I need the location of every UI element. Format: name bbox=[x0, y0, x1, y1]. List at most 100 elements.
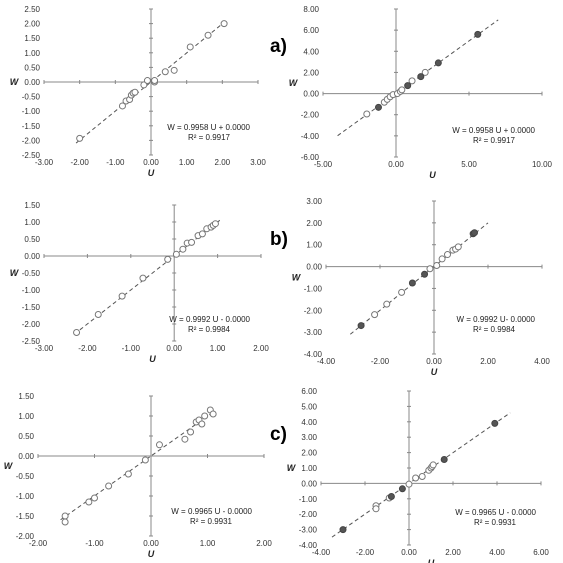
data-point-open bbox=[179, 245, 187, 253]
data-point-open bbox=[161, 68, 169, 76]
x-tick-label: -4.00 bbox=[312, 548, 331, 557]
y-tick-label: -2.00 bbox=[301, 111, 320, 120]
x-tick-label: -4.00 bbox=[317, 357, 336, 366]
panel-letter-c: c) bbox=[270, 424, 287, 445]
data-point-open bbox=[170, 66, 178, 74]
data-point-open bbox=[91, 494, 98, 502]
y-tick-label: 0.50 bbox=[24, 63, 40, 72]
data-point-open bbox=[139, 274, 147, 282]
y-tick-label: -1.00 bbox=[304, 284, 323, 293]
r-squared-label: R² = 0.9931 bbox=[474, 518, 517, 527]
y-tick-label: 1.00 bbox=[24, 218, 40, 227]
y-tick-label: 1.50 bbox=[18, 392, 34, 401]
regression-equation: W = 0.9965 U - 0.0000 bbox=[171, 507, 252, 516]
y-tick-label: 0.00 bbox=[18, 452, 34, 461]
x-axis-label: U bbox=[429, 170, 436, 180]
data-point-filled bbox=[374, 103, 382, 111]
y-tick-label: 0.50 bbox=[24, 235, 40, 244]
x-tick-label: -1.00 bbox=[122, 344, 141, 353]
data-point-filled bbox=[474, 30, 482, 38]
x-tick-label: 1.00 bbox=[210, 344, 226, 353]
data-point-filled bbox=[434, 59, 442, 67]
x-tick-label: 0.00 bbox=[143, 539, 159, 548]
y-tick-label: 0.00 bbox=[303, 90, 319, 99]
x-tick-label: -2.00 bbox=[71, 158, 90, 167]
data-point-open bbox=[383, 300, 391, 308]
data-point-open bbox=[444, 251, 451, 259]
data-point-open bbox=[143, 77, 151, 85]
y-tick-label: -2.00 bbox=[299, 510, 318, 519]
data-point-filled bbox=[357, 322, 365, 330]
data-point-open bbox=[438, 255, 446, 263]
y-tick-label: -6.00 bbox=[301, 153, 320, 162]
x-tick-label: -2.00 bbox=[356, 548, 375, 557]
chart-panel-2: -5.00 0.00 5.00 10.00 -6.00 -4.00 -2.00 0.00 2.0… bbox=[289, 5, 553, 180]
y-axis-label: W bbox=[287, 463, 297, 473]
y-tick-label: 1.50 bbox=[24, 34, 40, 43]
trend-line bbox=[75, 20, 227, 144]
y-tick-label: 2.00 bbox=[303, 68, 319, 77]
data-point-open bbox=[61, 518, 69, 526]
y-tick-label: 2.50 bbox=[24, 5, 40, 14]
y-tick-label: -2.00 bbox=[16, 532, 35, 541]
data-point-open bbox=[198, 420, 206, 428]
data-point-open bbox=[372, 505, 380, 513]
y-tick-label: 5.00 bbox=[301, 402, 317, 411]
data-point-open bbox=[105, 482, 113, 490]
y-tick-label: 4.00 bbox=[301, 418, 317, 427]
y-tick-label: -3.00 bbox=[304, 328, 323, 337]
y-tick-label: 3.00 bbox=[301, 433, 317, 442]
x-tick-label: 6.00 bbox=[533, 548, 549, 557]
x-tick-label: 10.00 bbox=[532, 160, 553, 169]
data-point-open bbox=[118, 102, 126, 110]
data-point-open bbox=[118, 292, 126, 300]
x-tick-label: 4.00 bbox=[489, 548, 505, 557]
x-tick-label: 0.00 bbox=[166, 344, 182, 353]
x-tick-label: 2.00 bbox=[253, 344, 269, 353]
x-tick-label: 3.00 bbox=[250, 158, 266, 167]
x-axis-label: U bbox=[431, 367, 438, 377]
data-point-open bbox=[94, 310, 102, 318]
chart-panel-3: -3.00 -2.00 -1.00 0.00 1.00 2.00 -2.50 -2.00 -1.… bbox=[10, 201, 270, 364]
y-tick-label: 0.00 bbox=[24, 252, 40, 261]
data-point-open bbox=[140, 81, 148, 89]
x-tick-label: 0.00 bbox=[143, 158, 159, 167]
data-point-open bbox=[181, 435, 189, 443]
data-point-open bbox=[151, 77, 159, 85]
data-point-open bbox=[433, 261, 441, 269]
data-point-filled bbox=[387, 492, 395, 500]
data-point-open bbox=[187, 428, 195, 436]
data-point-filled bbox=[440, 456, 448, 464]
x-tick-label: -2.00 bbox=[371, 357, 390, 366]
data-point-filled bbox=[408, 279, 416, 287]
y-tick-label: 2.00 bbox=[301, 449, 317, 458]
x-tick-label: 4.00 bbox=[534, 357, 550, 366]
regression-equation: W = 0.9965 U - 0.0000 bbox=[455, 508, 536, 517]
y-tick-label: -4.00 bbox=[304, 350, 323, 359]
y-tick-label: -0.50 bbox=[22, 269, 41, 278]
chart-panel-1: -3.00 -2.00 -1.00 0.00 1.00 2.00 3.00 -2.50 -2.0… bbox=[10, 5, 267, 178]
x-tick-label: 1.00 bbox=[200, 539, 216, 548]
y-tick-label: -1.00 bbox=[16, 492, 35, 501]
x-axis-label: U bbox=[148, 168, 155, 178]
data-point-open bbox=[211, 220, 219, 228]
data-point-open bbox=[155, 441, 163, 449]
y-tick-label: 1.00 bbox=[18, 412, 34, 421]
x-tick-label: 2.00 bbox=[215, 158, 231, 167]
data-point-open bbox=[124, 470, 132, 478]
y-axis-label: W bbox=[10, 268, 20, 278]
data-point-open bbox=[405, 480, 413, 488]
data-point-open bbox=[85, 498, 93, 506]
x-tick-label: -3.00 bbox=[35, 344, 54, 353]
panel-letter-a: a) bbox=[270, 36, 287, 57]
x-tick-label: 0.00 bbox=[426, 357, 442, 366]
y-axis-label: W bbox=[292, 273, 302, 283]
data-point-open bbox=[371, 311, 379, 319]
data-point-open bbox=[363, 110, 371, 118]
data-point-open bbox=[421, 68, 429, 76]
data-point-open bbox=[412, 474, 420, 482]
y-axis-label: W bbox=[289, 78, 299, 88]
chart-panel-5: -2.00 -1.00 0.00 1.00 2.00 -2.00 -1.50 -1.00 -0.… bbox=[4, 392, 273, 559]
y-tick-label: -4.00 bbox=[299, 541, 318, 550]
